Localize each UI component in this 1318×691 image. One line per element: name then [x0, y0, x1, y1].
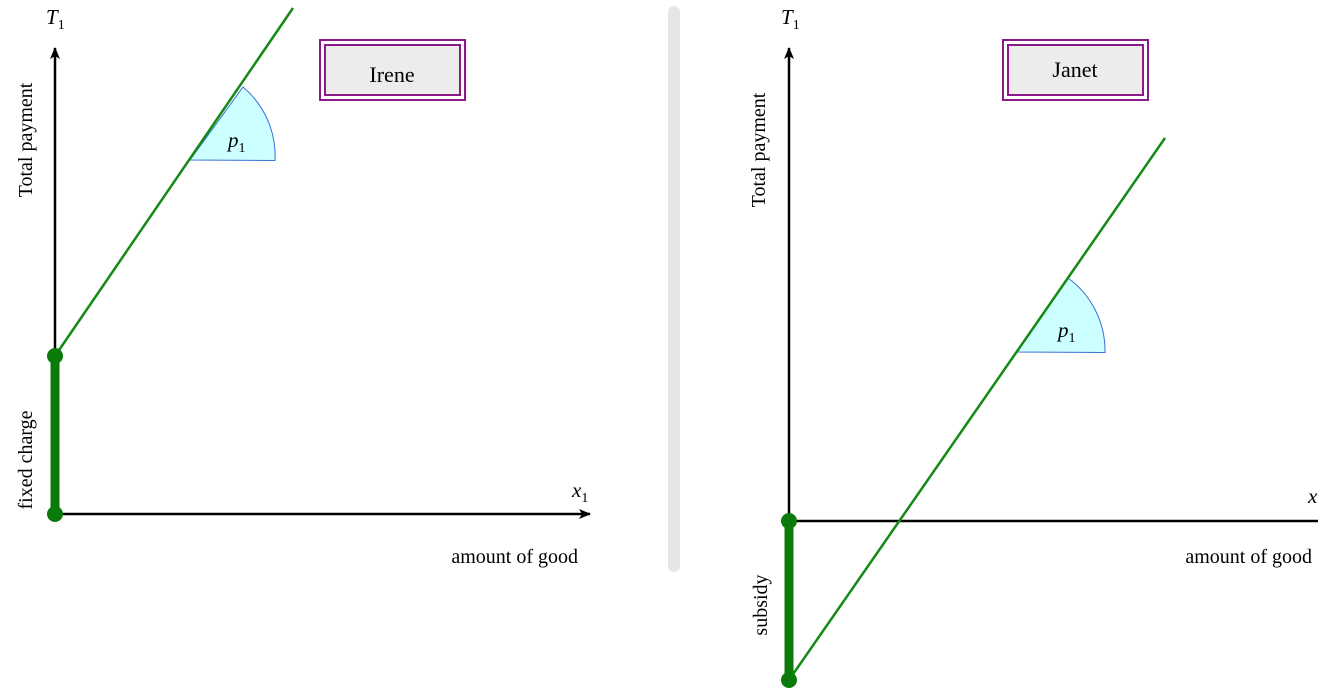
y-axis-label: Total payment	[748, 92, 770, 207]
panel-janet: T1 x p1 amount of good Total payment sub…	[748, 5, 1318, 688]
slope-wedge	[189, 86, 276, 162]
name-label: Irene	[369, 62, 414, 87]
intercept-dot	[781, 672, 797, 688]
payment-line	[787, 137, 1167, 681]
y-symbol: T1	[46, 5, 65, 33]
x-symbol: x1	[571, 478, 588, 506]
origin-dot	[781, 513, 797, 529]
y-symbol: T1	[781, 5, 800, 33]
x-symbol: x	[1307, 484, 1318, 508]
x-axis-label: amount of good	[1185, 546, 1312, 568]
name-box	[1007, 44, 1144, 96]
slope-wedge	[1016, 277, 1106, 354]
payment-line	[53, 7, 295, 357]
name-box-outer	[319, 39, 466, 101]
intercept-label: subsidy	[750, 574, 772, 635]
slope-symbol: p1	[226, 128, 246, 156]
slope-symbol: p1	[1056, 318, 1076, 346]
name-label: Janet	[1052, 57, 1097, 82]
origin-dot	[47, 506, 63, 522]
x-axis-label: amount of good	[451, 546, 578, 568]
name-box	[324, 44, 461, 96]
panel-irene: T1 x1 p1 amount of good Total payment fi…	[15, 5, 591, 568]
intercept-label: fixed charge	[15, 410, 37, 509]
name-box-outer	[1002, 39, 1149, 101]
y-axis-label: Total payment	[15, 82, 37, 197]
intercept-dot	[47, 348, 63, 364]
